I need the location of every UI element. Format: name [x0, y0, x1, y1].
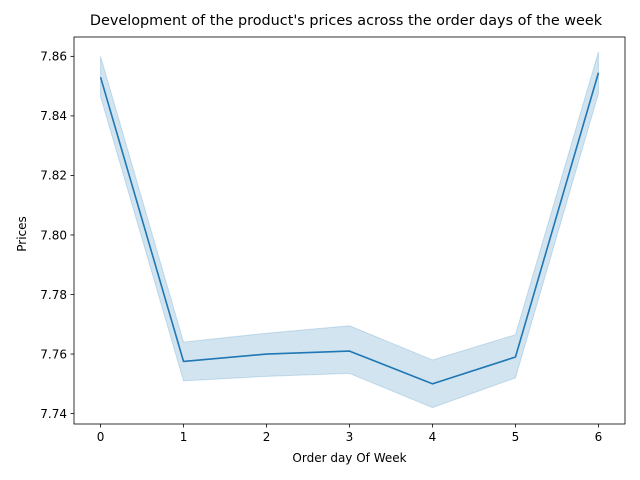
x-tick-label: 0 [97, 430, 105, 444]
x-tick-label: 6 [595, 430, 603, 444]
series-line [99, 72, 600, 385]
x-tick-label: 3 [346, 430, 354, 444]
y-tick-label: 7.82 [40, 169, 67, 183]
x-tick-label: 1 [180, 430, 188, 444]
y-axis-label: Prices [15, 216, 29, 252]
y-tick-label: 7.84 [40, 109, 67, 123]
plot-area: 0 1 2 3 4 5 6 7.74 7.76 7.78 7.80 7.82 7.84 7.86 [40, 36, 626, 444]
x-tick-label: 5 [512, 430, 520, 444]
x-tick-label: 4 [429, 430, 437, 444]
y-tick-label: 7.86 [40, 50, 67, 64]
x-axis-label: Order day Of Week [292, 451, 406, 465]
x-tick-label: 2 [263, 430, 271, 444]
y-tick-label: 7.80 [40, 228, 67, 242]
y-tick-label: 7.78 [40, 288, 67, 302]
chart-title: Development of the product's prices acro… [90, 13, 603, 29]
y-tick-label: 7.74 [40, 407, 67, 421]
confidence-band [100, 51, 599, 409]
y-tick-label: 7.76 [40, 347, 67, 361]
